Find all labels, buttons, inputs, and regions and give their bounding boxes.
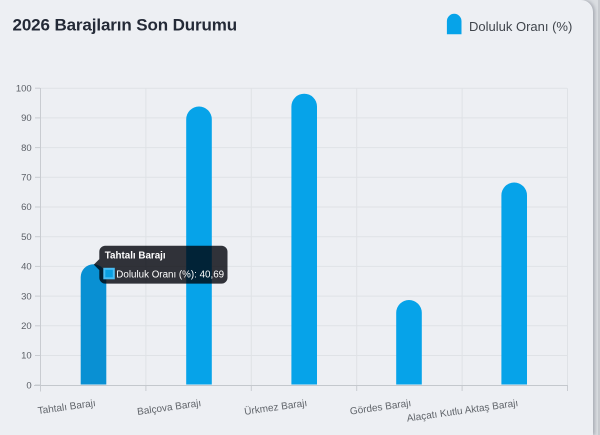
svg-text:0: 0 [26,380,31,391]
svg-text:80: 80 [21,143,32,154]
svg-text:Doluluk Oranı (%): 40,69: Doluluk Oranı (%): 40,69 [116,270,224,281]
svg-text:Balçova Barajı: Balçova Barajı [137,398,202,418]
svg-text:20: 20 [21,321,32,332]
svg-text:30: 30 [21,291,32,302]
svg-text:Doluluk Oranı (%): Doluluk Oranı (%) [469,19,572,34]
svg-text:50: 50 [21,232,32,243]
svg-text:Tahtalı Barajı: Tahtalı Barajı [37,398,96,417]
svg-text:60: 60 [21,202,32,213]
svg-text:Ürkmez Barajı: Ürkmez Barajı [244,397,308,418]
svg-text:Tahtalı Barajı: Tahtalı Barajı [105,251,166,262]
svg-text:70: 70 [21,173,32,184]
svg-text:Alaçatı Kutlu Aktaş Barajı: Alaçatı Kutlu Aktaş Barajı [406,398,519,425]
svg-text:90: 90 [21,113,32,124]
svg-text:2026 Barajların Son Durumu: 2026 Barajların Son Durumu [13,16,238,35]
svg-text:40: 40 [21,262,32,273]
svg-text:10: 10 [21,351,32,362]
svg-text:100: 100 [16,83,32,94]
svg-text:Gördes Barajı: Gördes Barajı [349,398,412,417]
